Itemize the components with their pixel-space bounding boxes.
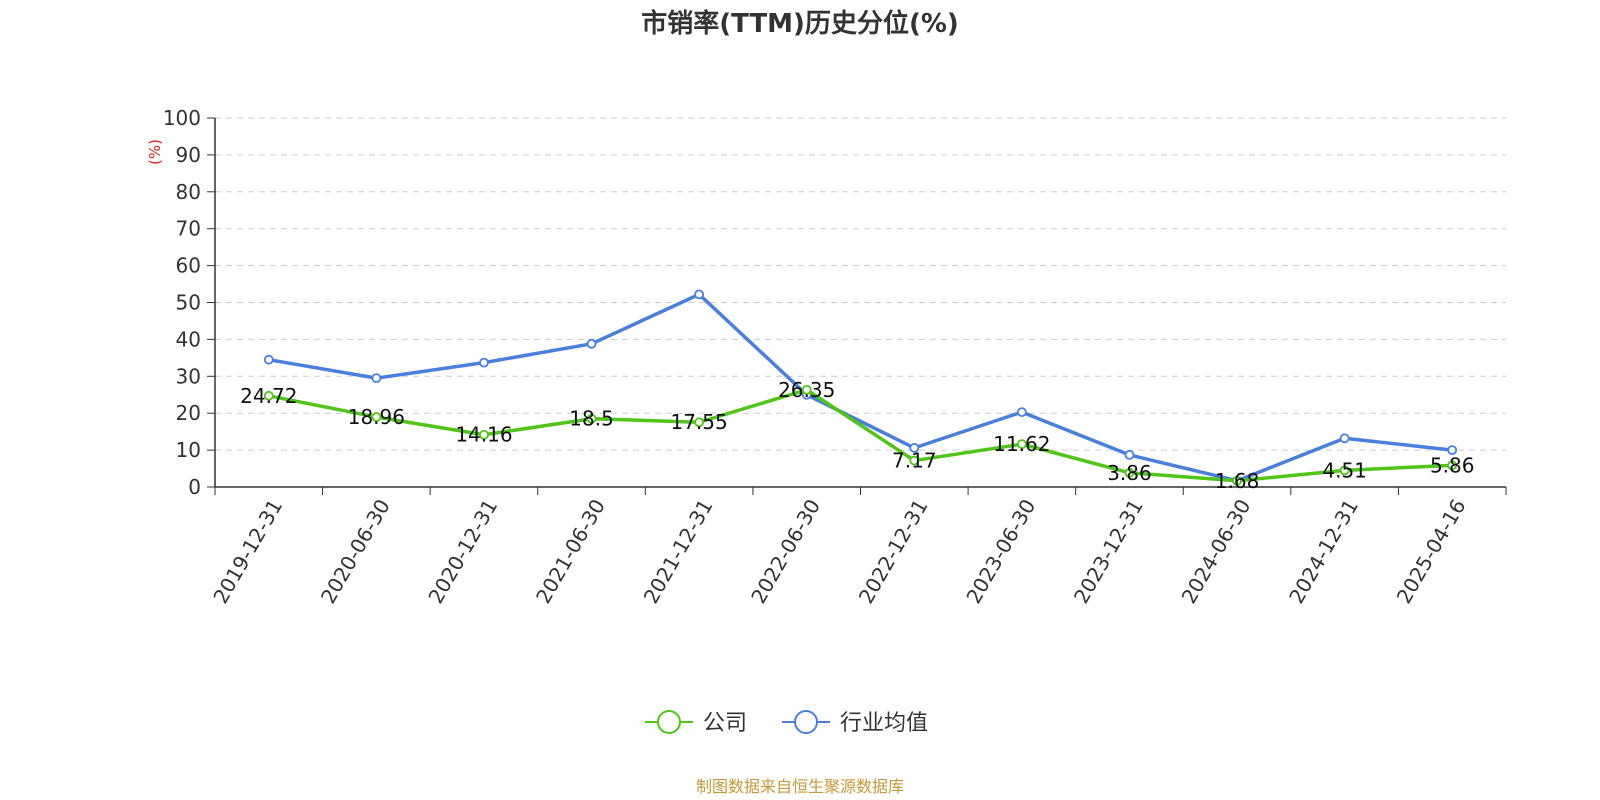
x-tick-label: 2019-12-31 (208, 495, 287, 608)
x-tick-label: 2023-06-30 (961, 495, 1040, 608)
chart-title: 市销率(TTM)历史分位(%) (641, 8, 959, 39)
x-tick-label: 2021-12-31 (639, 495, 718, 608)
y-tick-label: 70 (176, 217, 201, 241)
point-company (694, 417, 705, 428)
y-tick-label: 10 (176, 438, 201, 462)
data-label: 14.16 (455, 423, 512, 447)
data-label: 24.72 (240, 384, 297, 408)
y-tick-label: 80 (176, 180, 201, 204)
x-tick-label: 2023-12-31 (1069, 495, 1148, 608)
point-company (479, 429, 489, 440)
point-company (1016, 439, 1027, 450)
legend-label: 公司 (703, 711, 747, 736)
series-line-company (267, 388, 1454, 483)
point-company (1339, 465, 1350, 476)
legend-marker (794, 710, 818, 734)
point-company (586, 413, 597, 424)
point-industry (371, 373, 382, 384)
point-company (1447, 460, 1458, 471)
legend-item-industry[interactable]: 行业均值 (782, 710, 928, 736)
y-tick-label: 60 (176, 254, 201, 278)
x-tick-label: 2022-06-30 (746, 495, 825, 608)
x-tick-label: 2024-06-30 (1177, 495, 1256, 608)
point-industry (586, 338, 597, 349)
data-label: 11.62 (993, 432, 1050, 456)
axes: 0 10 20 30 40 50 60 70 80 90 100 2019-12-31 2020-06-… (163, 106, 1507, 608)
y-axis-label: (%) (146, 139, 164, 165)
legend-label: 行业均值 (840, 711, 928, 736)
y-tick-label: 40 (176, 327, 201, 351)
data-label: 17.55 (670, 410, 727, 434)
point-industry (1016, 407, 1027, 417)
legend[interactable]: 公司 行业均值 (645, 710, 928, 736)
data-label: 4.51 (1322, 458, 1367, 482)
point-industry (1339, 433, 1350, 444)
y-tick-label: 100 (163, 106, 201, 130)
data-label: 1.68 (1215, 469, 1260, 493)
data-label: 18.5 (569, 407, 614, 431)
x-tick-label: 2021-06-30 (531, 495, 610, 608)
point-company (801, 384, 812, 395)
data-labels: 24.72 18.96 14.16 18.5 17.55 26.35 7.17 11.62 3.… (240, 378, 1474, 493)
data-label: 18.96 (348, 405, 405, 429)
data-label: 3.86 (1107, 461, 1152, 485)
point-industry (1447, 445, 1458, 456)
point-industry (263, 354, 274, 365)
data-label: 5.86 (1430, 453, 1475, 477)
point-company (263, 390, 274, 401)
point-company (1232, 475, 1242, 486)
y-tick-label: 0 (188, 475, 201, 499)
y-tick-label: 50 (176, 291, 201, 315)
y-tick-label: 90 (176, 143, 201, 167)
point-industry (1124, 449, 1135, 460)
x-tick-label: 2020-06-30 (316, 495, 395, 608)
point-industry (909, 442, 920, 453)
y-tick-label: 20 (176, 401, 201, 425)
point-company (1124, 467, 1135, 478)
grid (215, 117, 1506, 451)
series-layer (263, 289, 1458, 486)
x-tick-label: 2020-12-31 (423, 495, 502, 608)
series-line-industry (267, 292, 1454, 483)
point-company (909, 455, 920, 466)
x-tick-label: 2025-04-16 (1392, 495, 1471, 608)
data-label: 26.35 (778, 378, 835, 402)
point-industry (694, 289, 705, 300)
point-industry (479, 357, 489, 368)
x-tick-label: 2024-12-31 (1284, 495, 1363, 608)
x-tick-label: 2022-12-31 (854, 495, 933, 608)
source-note: 制图数据来自恒生聚源数据库 (696, 777, 904, 796)
data-label: 7.17 (892, 449, 937, 473)
legend-marker (657, 710, 681, 734)
point-company (371, 412, 382, 422)
legend-item-company[interactable]: 公司 (645, 710, 747, 736)
y-tick-label: 30 (176, 364, 201, 388)
